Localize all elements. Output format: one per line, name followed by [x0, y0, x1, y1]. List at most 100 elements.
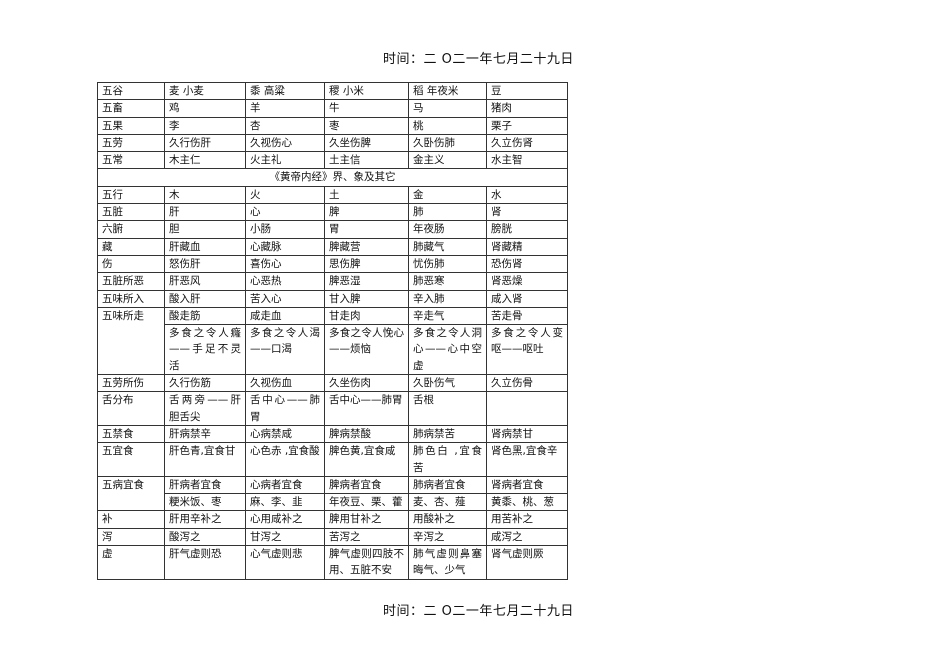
table-cell: 豆 — [486, 81, 568, 101]
table-row: 五畜鸡羊牛马猪肉 — [97, 99, 568, 118]
row-label: 五味所入 — [97, 289, 165, 308]
table-row: 五劳所伤 久行伤筋 久视伤血 久坐伤肉 久卧伤气 久立伤骨 — [97, 374, 568, 393]
table-cell: 火主礼 — [245, 151, 325, 170]
table-cell: 多食之令人洞心——心中空虚 — [408, 324, 487, 376]
table-cell: 甘泻之 — [245, 527, 325, 547]
table-cell: 咸泻之 — [486, 527, 568, 547]
table-row: 五味所走 酸走筋 咸走血 甘走肉 辛走气 苦走骨 — [97, 306, 568, 376]
row-label: 五常 — [97, 151, 165, 170]
table-row: 伤怒伤肝 喜伤心 思伤脾 忧伤肺 恐伤肾 — [97, 254, 568, 274]
table-row: 舌分布 舌两旁——肝胆舌尖 舌中心——肺胃 舌中心——肺胃 舌根 — [97, 391, 568, 426]
table-cell: 金主义 — [408, 151, 487, 170]
row-label: 补 — [97, 510, 165, 529]
table-cell: 舌根 — [408, 391, 487, 426]
table-cell: 酸泻之 — [164, 527, 246, 547]
table-cell: 脾病禁酸 — [324, 424, 409, 444]
table-cell: 酸走筋 — [164, 306, 246, 326]
table-row: 五常 木主仁 火主礼 土主信 金主义 水主智 — [97, 151, 568, 170]
table-cell: 久行伤筋 — [164, 374, 246, 393]
table-cell: 用苦补之 — [486, 510, 568, 529]
table-cell: 心藏脉 — [245, 237, 325, 256]
table-cell: 脾恶湿 — [324, 272, 409, 291]
row-label: 舌分布 — [97, 391, 165, 426]
table-row: 五脏所恶 肝恶风 心恶热 脾恶湿 肺恶寒 肾恶燥 — [97, 272, 568, 291]
table-cell: 舌中心——肺胃 — [324, 391, 409, 426]
table-cell: 肾藏精 — [486, 237, 568, 256]
table-cell: 鸡 — [164, 99, 246, 118]
table-row: 六腑胆小肠胃年夜肠 膀胱 — [97, 220, 568, 239]
row-label: 五劳 — [97, 133, 165, 153]
table-cell: 久卧伤肺 — [408, 133, 487, 153]
table-cell: 肝恶风 — [164, 272, 246, 291]
table-cell: 猪肉 — [486, 99, 568, 118]
table-cell: 肝病者宜食 — [164, 475, 246, 495]
table-row: 五宜食 肝色青,宜食甘 心色赤 ,宜食酸 脾色黄,宜食咸 肺色白 ,宜食苦 肾色黑,宜食辛 — [97, 442, 568, 477]
table-cell: 肝病禁辛 — [164, 424, 246, 444]
table-cell: 李 — [164, 116, 246, 135]
table-row: 补肝用辛补之 心用咸补之 脾用甘补之 用酸补之 用苦补之 — [97, 510, 568, 529]
table-cell: 桃 — [408, 116, 487, 135]
table-cell: 肝用辛补之 — [164, 510, 246, 529]
table-cell: 肝 — [164, 203, 246, 222]
table-cell: 心色赤 ,宜食酸 — [245, 442, 325, 477]
table-cell: 肺色白 ,宜食苦 — [408, 442, 487, 477]
table-cell: 麦 小麦 — [164, 81, 246, 101]
table-cell: 肾色黑,宜食辛 — [486, 442, 568, 477]
table-cell: 肾病禁甘 — [486, 424, 568, 444]
table-cell: 忧伤肺 — [408, 254, 487, 274]
table-cell: 脾藏营 — [324, 237, 409, 256]
table-cell — [486, 391, 568, 426]
table-cell: 年夜肠 — [408, 220, 487, 239]
table-row: 藏肝藏血 心藏脉 脾藏营 肺藏气 肾藏精 — [97, 237, 568, 256]
table-cell: 苦泻之 — [324, 527, 409, 547]
table-cell: 肾病者宜食 — [486, 475, 568, 495]
table-cell: 马 — [408, 99, 487, 118]
table-cell: 羊 — [245, 99, 325, 118]
table-cell: 木 — [164, 185, 246, 205]
table-cell: 胆 — [164, 220, 246, 239]
row-label: 五行 — [97, 185, 165, 205]
section-row: 《黄帝内经》界、象及其它 — [97, 168, 568, 187]
table-cell: 肝气虚则恐 — [164, 545, 246, 580]
table-row: 五病宜食 肝病者宜食 心病者宜食 脾病者宜食 肺病者宜食 肾病者宜食 — [97, 475, 568, 512]
row-label: 五谷 — [97, 81, 165, 101]
table-cell: 辛入肺 — [408, 289, 487, 308]
table-cell: 水 — [486, 185, 568, 205]
table-cell: 心恶热 — [245, 272, 325, 291]
table-cell: 多食之令人渴——口渴 — [245, 324, 325, 376]
table-cell: 久卧伤气 — [408, 374, 487, 393]
table-row: 虚肝气虚则恐 心气虚则悲 脾气虚则四肢不用、五脏不安 肺气虚则鼻塞晦气、少气 肾气虚则厥 — [97, 545, 568, 580]
table-cell: 小肠 — [245, 220, 325, 239]
table-cell: 肾 — [486, 203, 568, 222]
row-label: 五禁食 — [97, 424, 165, 444]
table-cell: 脾病者宜食 — [324, 475, 409, 495]
row-label: 五病宜食 — [97, 475, 165, 512]
table-cell: 苦入心 — [245, 289, 325, 308]
table-cell: 怒伤肝 — [164, 254, 246, 274]
table-cell: 恐伤肾 — [486, 254, 568, 274]
table-cell: 多食之令人悗心——烦恼 — [324, 324, 409, 376]
table-cell: 肝藏血 — [164, 237, 246, 256]
table-cell: 苦走骨 — [486, 306, 568, 326]
table-cell: 脾色黄,宜食咸 — [324, 442, 409, 477]
table-row: 五果李杏枣桃栗子 — [97, 116, 568, 135]
table-cell: 心病禁咸 — [245, 424, 325, 444]
table-cell: 久坐伤肉 — [324, 374, 409, 393]
table-cell: 脾 — [324, 203, 409, 222]
table-cell: 心气虚则悲 — [245, 545, 325, 580]
table-cell: 麦、杏、薤 — [408, 493, 487, 512]
table-cell: 肺恶寒 — [408, 272, 487, 291]
table-cell: 思伤脾 — [324, 254, 409, 274]
table-cell: 金 — [408, 185, 487, 205]
row-label: 五畜 — [97, 99, 165, 118]
table-cell: 枣 — [324, 116, 409, 135]
table-row: 五行木火土金水 — [97, 185, 568, 205]
table-row: 五谷麦 小麦黍 高粱稷 小米稻 年夜米豆 — [97, 81, 568, 101]
table-row: 多食之令人癃——手足不灵活 多食之令人渴——口渴 多食之令人悗心——烦恼 多食之令人洞… — [98, 324, 568, 376]
table-cell: 久坐伤脾 — [324, 133, 409, 153]
table-cell: 肾气虚则厥 — [486, 545, 568, 580]
table-row: 泻酸泻之 甘泻之 苦泻之 辛泻之 咸泻之 — [97, 527, 568, 547]
table-row: 五脏肝心脾肺肾 — [97, 203, 568, 222]
tcm-table: 五谷麦 小麦黍 高粱稷 小米稻 年夜米豆五畜鸡羊牛马猪肉 五果李杏枣桃栗子 五劳久行… — [97, 81, 568, 580]
section-title: 《黄帝内经》界、象及其它 — [97, 168, 568, 187]
